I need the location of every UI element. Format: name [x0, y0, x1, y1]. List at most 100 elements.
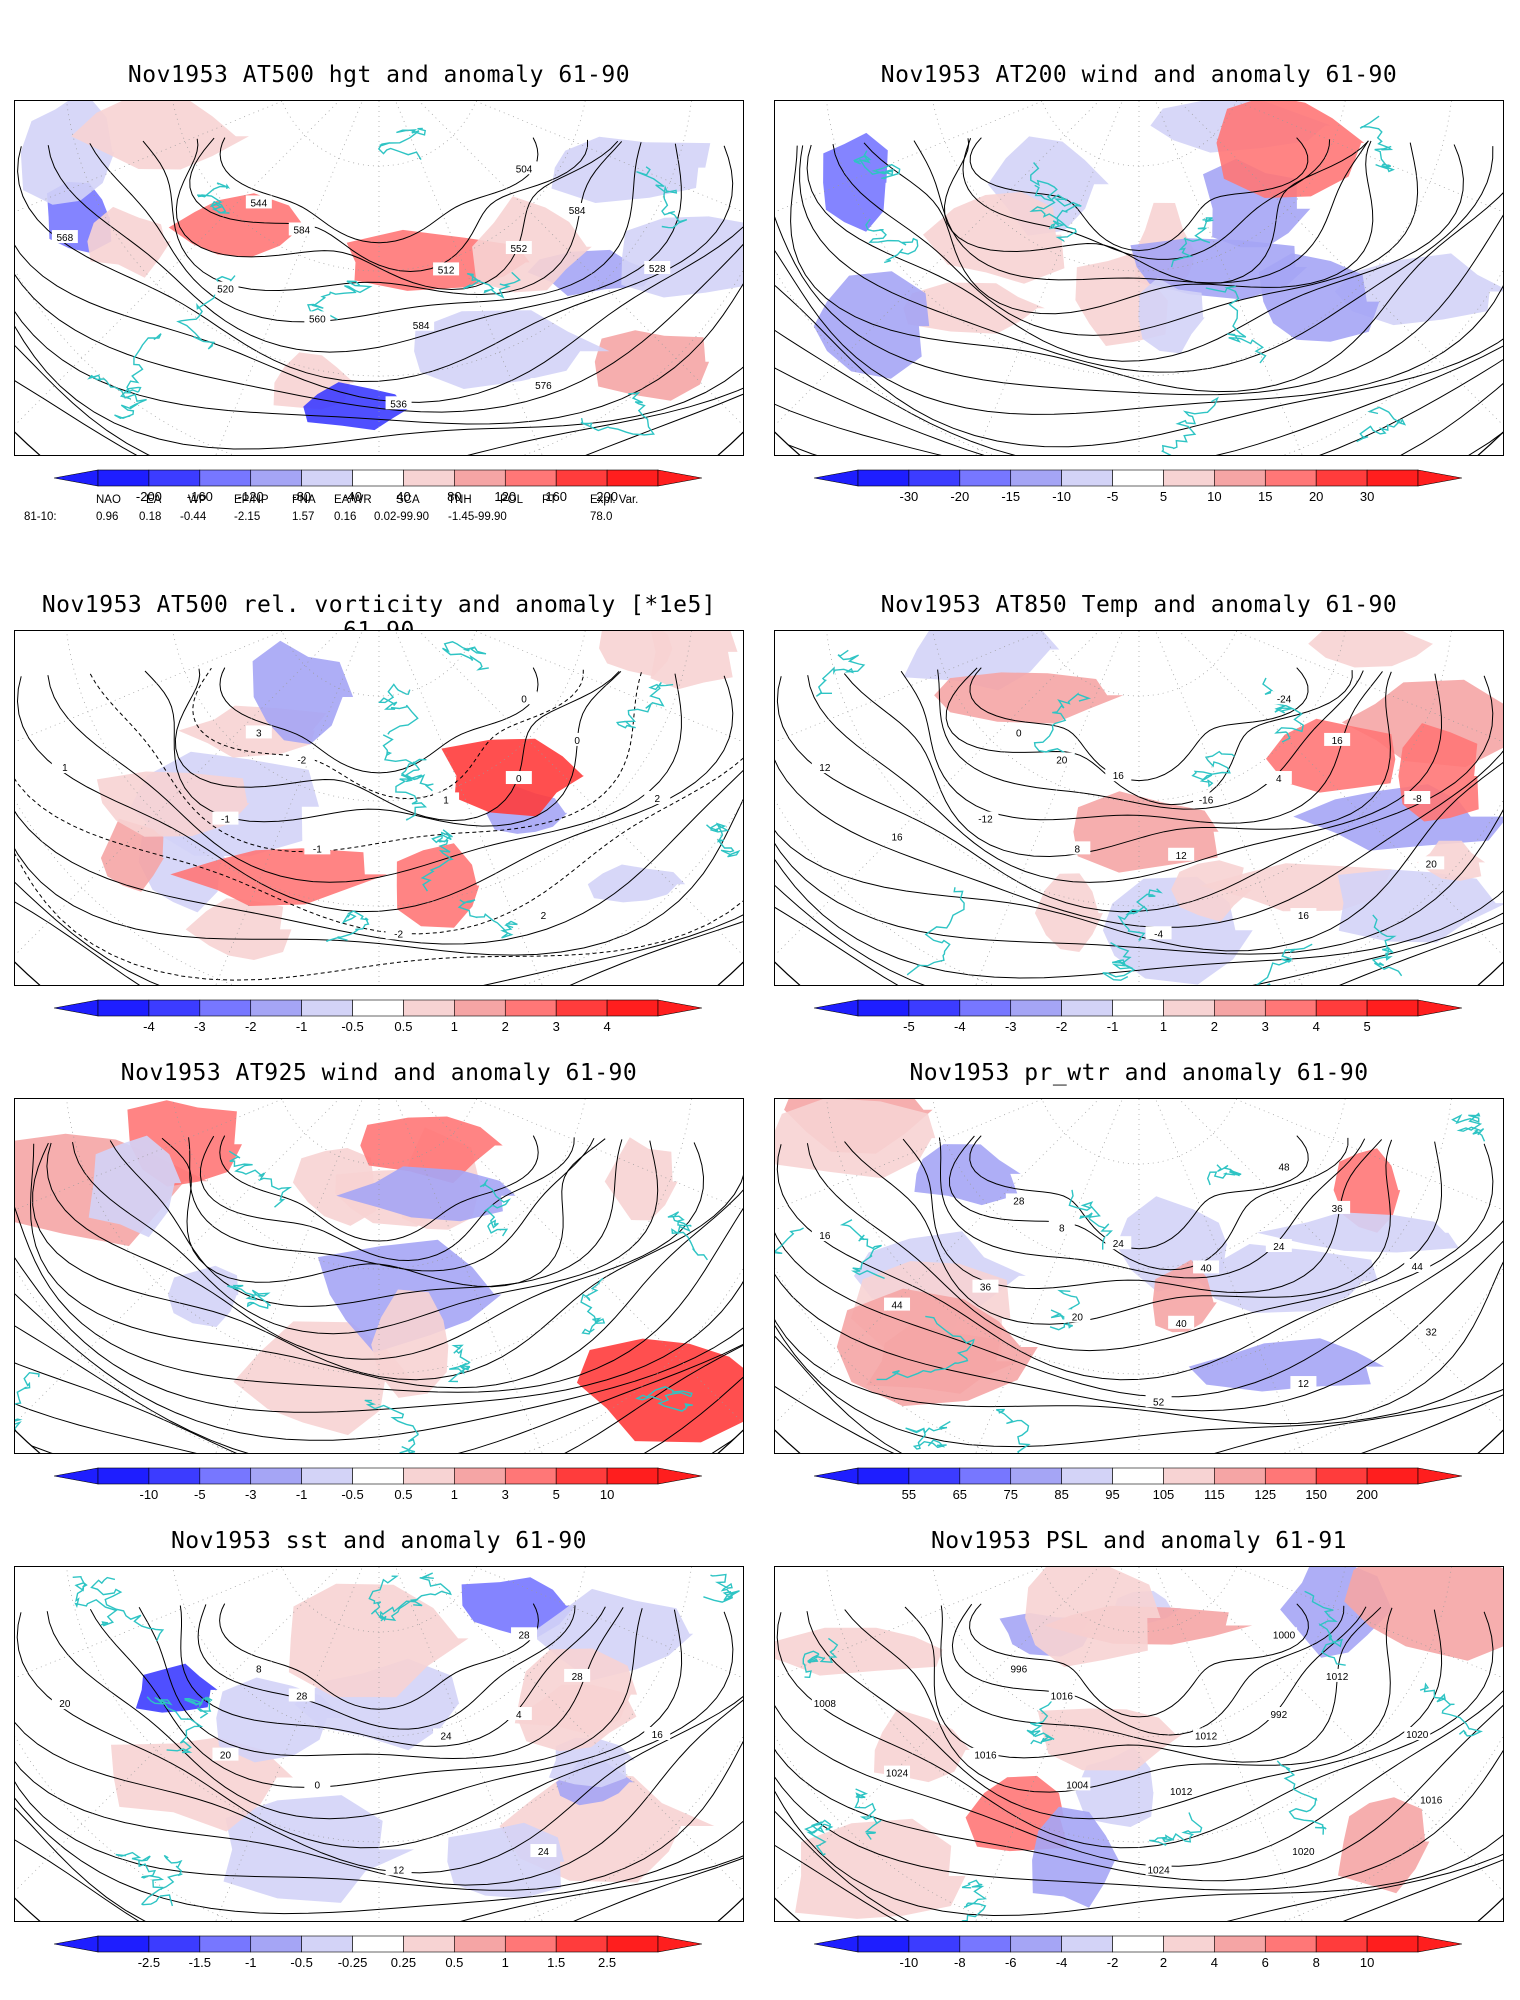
map-plot: 504 512 520 528 536 544 552 560 568 576 584 584 584	[14, 100, 744, 456]
coastline	[616, 682, 674, 729]
colorbar-tick-label: 5	[1160, 489, 1167, 504]
colorbar-bin	[908, 469, 961, 487]
positive-anomaly-region	[1417, 840, 1486, 881]
contour-label-bg	[511, 1627, 538, 1641]
colorbar-bin	[199, 999, 252, 1017]
longitude-line	[15, 101, 380, 429]
colorbar-svg: -200 -160 -120 -80 -40 40 80 120 160 200	[54, 469, 702, 504]
coastline	[420, 829, 454, 892]
longitude-line	[775, 101, 1140, 261]
longitude-line	[15, 1099, 380, 1427]
contour-label-bg	[385, 1862, 412, 1876]
coastline	[775, 1227, 804, 1272]
colorbar-tick-label: -10	[1052, 489, 1071, 504]
contour-label: 48	[1278, 1162, 1290, 1173]
contour-line	[142, 140, 623, 296]
colorbar-tick-label: -120	[238, 489, 264, 504]
contour-label-bg	[1404, 1259, 1431, 1273]
contour-line	[775, 1615, 1503, 1891]
colorbar-bin	[1112, 1935, 1164, 1953]
tele-header: NAO	[96, 494, 121, 506]
longitude-line	[939, 631, 1140, 985]
colorbar-svg: 55 65 75 85 95 105 115 125 150 200	[814, 1467, 1462, 1502]
colorbar-tick-label: 115	[1204, 1487, 1225, 1502]
colorbar-tick-label: 10	[1360, 1955, 1374, 1970]
contour-label: 8	[256, 1664, 262, 1675]
colorbar-bin	[352, 999, 404, 1017]
hemisphere-disk	[15, 631, 743, 985]
colorbar-tick-label: -0.5	[290, 1955, 312, 1970]
contour-label: 40	[1176, 1319, 1188, 1330]
colorbar-tick-label: 105	[1153, 1487, 1175, 1502]
colorbar-bin	[857, 1467, 910, 1485]
contour-line	[89, 1608, 643, 1788]
contour-label: 1016	[1051, 1691, 1074, 1702]
contour-label-bg	[212, 811, 239, 825]
contour-line	[189, 137, 588, 273]
contour-line	[940, 1605, 1367, 1748]
positive-anomaly-region	[594, 330, 710, 401]
colorbar-bin	[908, 1935, 961, 1953]
colorbar-bin	[250, 469, 302, 487]
contour-label-bg	[884, 1297, 911, 1311]
contour-label: 24	[538, 1847, 550, 1858]
colorbar-svg: -2.5 -1.5 -1 -0.5 -0.25 0.25 0.5 1 1.5 2.5	[54, 1935, 702, 1970]
contour-label-bg	[505, 771, 532, 785]
contour-label: -4	[1154, 929, 1163, 940]
contour-label-bg	[1064, 1309, 1091, 1323]
colorbar-tick-label: 1	[502, 1955, 509, 1970]
contour-label: 3	[256, 728, 262, 739]
contour-label-bg	[1145, 1862, 1172, 1876]
colorbar-bin	[301, 469, 353, 487]
contour-label-bg	[51, 760, 78, 774]
colorbar-bin	[908, 1467, 961, 1485]
colorbar-tick-label: 20	[1309, 489, 1323, 504]
colorbar-bin	[959, 999, 1012, 1017]
contour-line	[937, 669, 1364, 810]
contour-label-bg	[530, 1844, 557, 1858]
colorbar-bin	[301, 1935, 353, 1953]
positive-anomaly-region	[1171, 860, 1252, 922]
contour-label: 24	[1113, 1239, 1125, 1250]
contour-label-bg	[1005, 725, 1032, 739]
contour-label-bg	[1324, 1668, 1351, 1682]
contour-label: 584	[569, 206, 586, 217]
contour-line	[902, 1138, 1383, 1294]
colorbar-tick-label: -1	[1107, 1019, 1119, 1034]
positive-anomaly-region	[71, 101, 249, 170]
colorbar-arrow-low	[54, 1935, 99, 1953]
colorbar-svg: -10 -5 -3 -1 -0.5 0.5 1 3 5 10	[54, 1467, 702, 1502]
colorbar-tick-label: -6	[1005, 1955, 1017, 1970]
coastline	[115, 1851, 165, 1891]
contour-label-bg	[1064, 841, 1091, 855]
contour-label: 24	[441, 1731, 453, 1742]
contour-label-bg	[1418, 856, 1445, 870]
contour-line	[199, 1135, 575, 1262]
coastline	[706, 822, 741, 858]
longitude-line	[378, 631, 579, 985]
colorbar-tick-label: 4	[603, 1019, 610, 1034]
colorbar-tick-label: 0.5	[394, 1019, 412, 1034]
contour-line	[775, 1148, 1503, 1448]
contour-label: 0	[1016, 728, 1022, 739]
contour-label: 16	[1332, 736, 1344, 747]
negative-anomaly-region	[336, 1166, 516, 1222]
longitude-line	[15, 1567, 380, 1895]
tele-value: -2.15	[234, 511, 261, 523]
colorbar-bin	[1061, 999, 1113, 1017]
contour-label-bg	[288, 222, 315, 236]
positive-anomaly-region	[292, 1148, 377, 1226]
negative-anomaly-region	[1032, 1806, 1119, 1908]
hemisphere-disk	[775, 1567, 1503, 1921]
tele-header: PNA	[292, 494, 316, 506]
coastline	[1034, 184, 1082, 230]
positive-anomaly-region	[170, 848, 388, 906]
panel-title: Nov1953 AT925 wind and anomaly 61-90	[120, 1060, 638, 1086]
colorbar-bin	[454, 469, 506, 487]
tele-value: -1.45-99.90	[448, 511, 507, 523]
longitude-line	[1138, 1567, 1503, 1895]
contour-label: -2	[394, 929, 403, 940]
hemisphere-disk	[775, 1099, 1503, 1453]
tele-header: SCA	[396, 494, 420, 506]
contour-line	[47, 143, 682, 353]
